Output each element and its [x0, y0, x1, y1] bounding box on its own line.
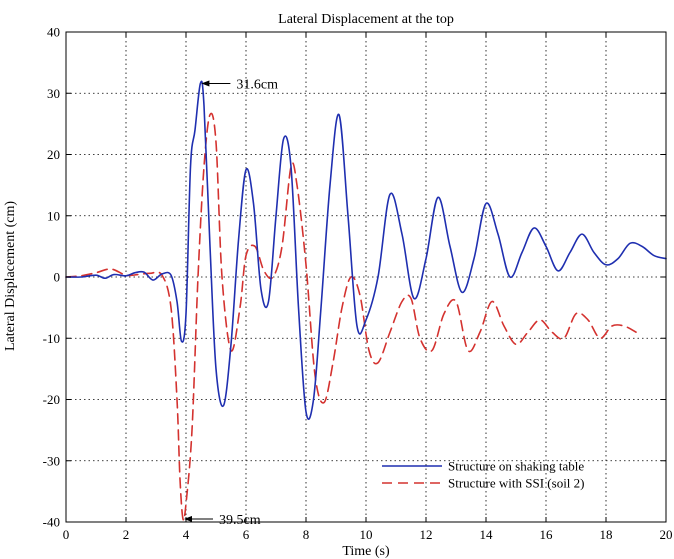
peak-annotation-label: 31.6cm — [236, 77, 278, 92]
x-tick-label: 2 — [123, 527, 130, 542]
series-line-ssi-soil-2 — [65, 112, 637, 522]
series-lines — [65, 80, 667, 522]
y-axis-title: Lateral Displacement (cm) — [3, 201, 18, 351]
x-tick-label: 4 — [183, 527, 190, 542]
y-tick-label: 30 — [47, 86, 60, 101]
y-tick-label: -10 — [43, 331, 60, 346]
grid-lines — [66, 32, 666, 522]
trough-annotation-label: 39.5cm — [219, 513, 261, 528]
y-tick-label: 20 — [47, 147, 60, 162]
legend-label: Structure on shaking table — [448, 459, 584, 474]
y-tick-label: -30 — [43, 453, 60, 468]
x-tick-label: 14 — [480, 527, 494, 542]
x-tick-label: 12 — [420, 527, 433, 542]
annotations: 31.6cm 39.5cm — [184, 77, 278, 528]
series-line-shaking-table — [65, 80, 667, 420]
axis-ticks: 0 2 4 6 8 10 12 14 16 18 20 -40 -30 -20 -10 0 10 20 30 40 — [43, 25, 673, 543]
x-tick-label: 0 — [63, 527, 70, 542]
y-tick-label: -40 — [43, 515, 60, 530]
x-tick-label: 8 — [303, 527, 310, 542]
legend-label: Structure with SSI (soil 2) — [448, 476, 585, 491]
y-tick-label: -20 — [43, 392, 60, 407]
x-tick-label: 10 — [360, 527, 373, 542]
y-tick-label: 0 — [54, 270, 61, 285]
legend: Structure on shaking table Structure with… — [382, 459, 585, 491]
x-axis-title: Time (s) — [342, 544, 390, 559]
x-tick-label: 6 — [243, 527, 250, 542]
x-tick-label: 18 — [600, 527, 613, 542]
y-tick-label: 40 — [47, 25, 60, 40]
y-tick-label: 10 — [47, 208, 60, 223]
chart-title: Lateral Displacement at the top — [278, 12, 454, 27]
x-tick-label: 16 — [540, 527, 554, 542]
x-tick-label: 20 — [660, 527, 673, 542]
